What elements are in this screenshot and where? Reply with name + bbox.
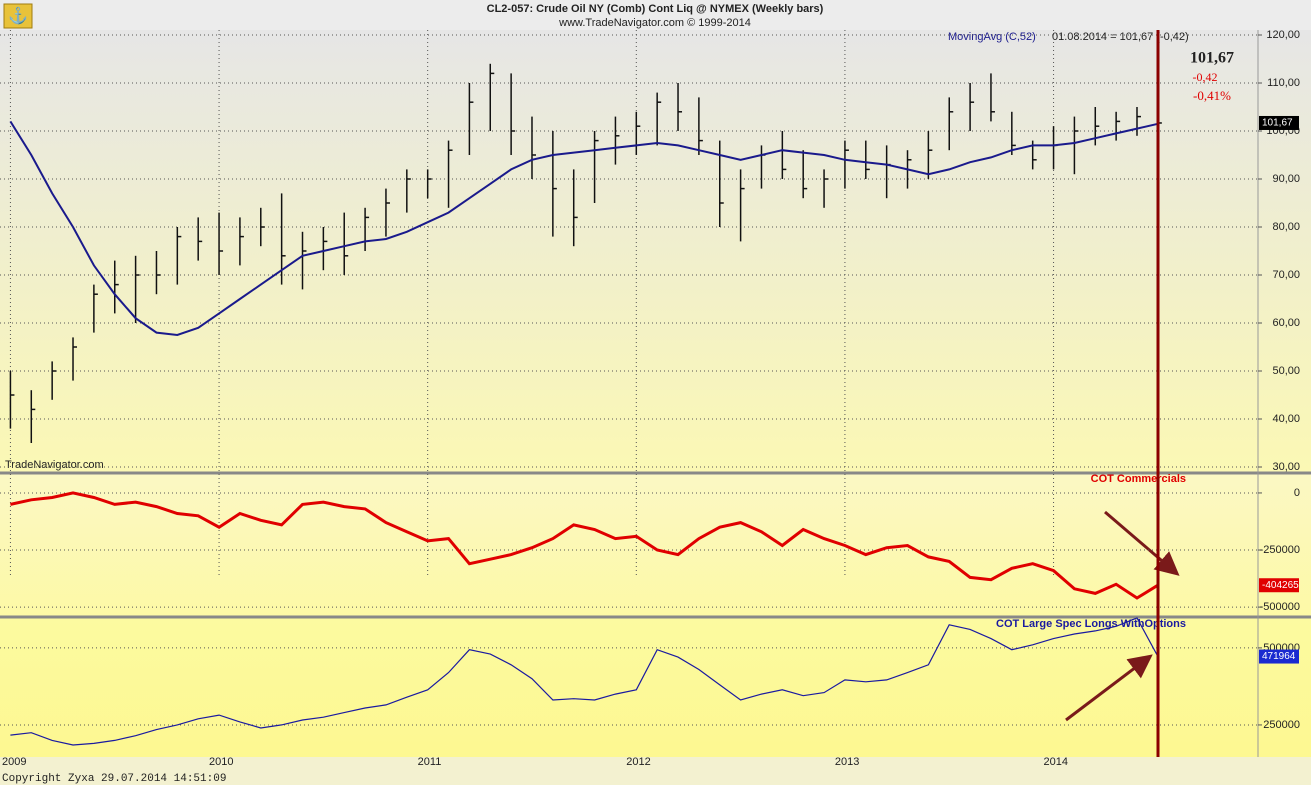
status-text: 01.08.2014 = 101,67 (-0,42) [1052,31,1189,43]
panel-bg [0,618,1311,757]
logo: ⚓ [3,3,33,29]
last-value-label: -404265 [1262,580,1299,591]
svg-text:⚓: ⚓ [8,6,28,25]
chart-title: CL2-057: Crude Oil NY (Comb) Cont Liq @ … [487,3,824,15]
footer-bg [0,757,1311,785]
legend-entry: MovingAvg (C,52) [948,31,1036,43]
y-tick-label: 90,00 [1272,173,1300,185]
quote-change: -0,42 [1193,70,1218,84]
last-value-box [1259,649,1299,664]
y-tick-label: -250000 [1260,544,1300,556]
y-tick-label: 30,00 [1272,461,1300,473]
y-tick-label: 60,00 [1272,317,1300,329]
panel-bg [0,474,1311,616]
x-tick-label: 2012 [626,756,650,768]
x-tick-label: 2010 [209,756,233,768]
arrow [1065,654,1153,722]
y-tick-label: 120,00 [1266,29,1300,41]
chart-subtitle: www.TradeNavigator.com © 1999-2014 [558,17,751,29]
line [10,491,1159,600]
y-tick-label: -500000 [1260,601,1300,613]
panel-title: COT Commercials [1091,473,1186,485]
y-tick-label: 40,00 [1272,413,1300,425]
x-tick-label: 2014 [1044,756,1068,768]
watermark: TradeNavigator.com [5,459,104,471]
y-tick-label: 70,00 [1272,269,1300,281]
quote-last: 101,67 [1190,50,1234,67]
last-value-box [1259,115,1299,130]
last-value-box [1259,578,1299,593]
y-tick-label: 250000 [1263,719,1300,731]
panel-bg [0,30,1311,472]
x-tick-label: 2009 [2,756,26,768]
x-tick-label: 2013 [835,756,859,768]
moving-average [9,120,1159,337]
quote-pct: -0,41% [1193,88,1231,103]
last-value-label: 471964 [1262,651,1296,662]
last-value-label: 101,67 [1262,118,1293,129]
header-bg [0,0,1311,30]
x-tick-label: 2011 [418,756,442,768]
footer-text: Copyright Zyxa 29.07.2014 14:51:09 [2,773,226,785]
y-tick-label: 50,00 [1272,365,1300,377]
y-tick-label: 80,00 [1272,221,1300,233]
y-tick-label: 110,00 [1267,77,1300,89]
arrow [1104,510,1180,576]
y-tick-label: 0 [1294,487,1300,499]
line [10,617,1159,746]
